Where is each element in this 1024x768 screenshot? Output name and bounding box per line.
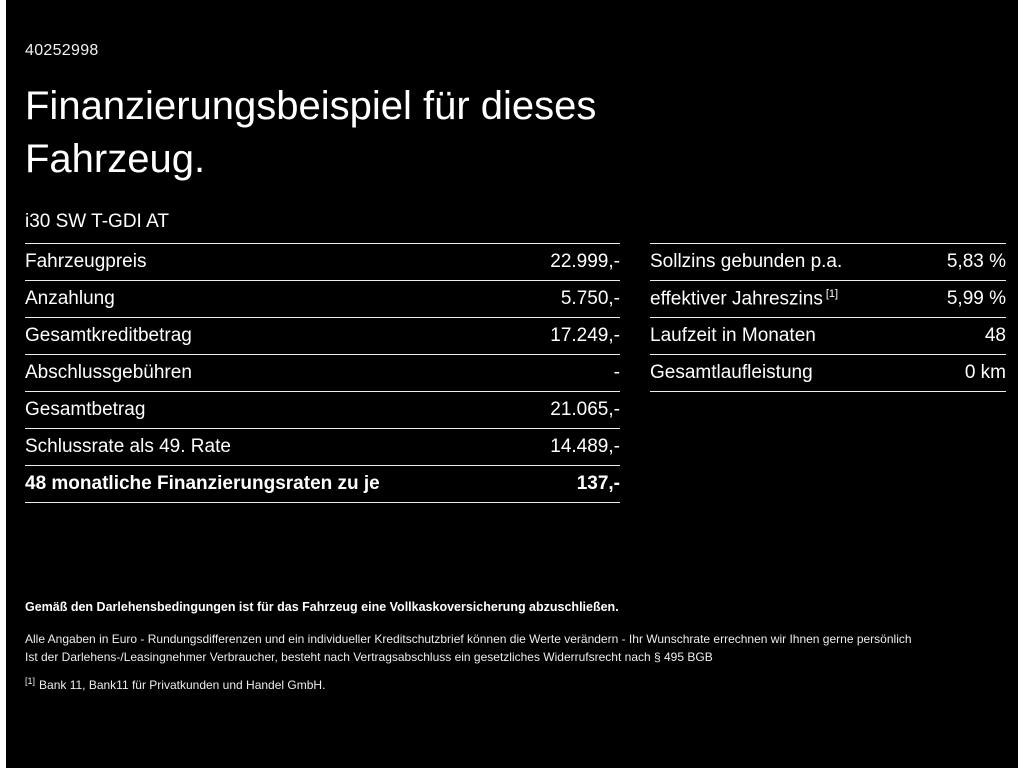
table-row: effektiver Jahreszins [1] 5,99 % <box>650 281 1006 318</box>
row-value: 5,99 % <box>946 288 1006 309</box>
table-row: Fahrzeugpreis 22.999,- <box>25 244 620 281</box>
row-value: 5,83 % <box>946 251 1006 272</box>
row-label: Schlussrate als 49. Rate <box>25 436 231 457</box>
vehicle-model: i30 SW T-GDI AT <box>25 211 169 232</box>
table-row: Gesamtlaufleistung 0 km <box>650 355 1006 392</box>
page-title: Finanzierungsbeispiel für dieses Fahrzeu… <box>25 80 596 186</box>
offer-id: 40252998 <box>25 42 99 59</box>
row-label: Sollzins gebunden p.a. <box>650 251 843 272</box>
table-row-monthly-rate: 48 monatliche Finanzierungsraten zu je 1… <box>25 466 620 503</box>
row-label: effektiver Jahreszins [1] <box>650 287 839 310</box>
disclaimer-note-1: Alle Angaben in Euro - Rundungsdifferenz… <box>25 632 912 646</box>
table-row: Laufzeit in Monaten 48 <box>650 318 1006 355</box>
table-row: Abschlussgebühren - <box>25 355 620 392</box>
row-value: 22.999,- <box>550 251 620 272</box>
footnote-ref-marker: [1] <box>25 676 36 686</box>
row-value: 48 <box>984 325 1006 346</box>
row-value: - <box>613 362 620 383</box>
footnote-marker: [1] <box>825 287 839 300</box>
conditions-table: Sollzins gebunden p.a. 5,83 % effektiver… <box>650 243 1006 392</box>
row-value: 5.750,- <box>560 288 620 309</box>
left-edge-bar <box>0 0 6 768</box>
table-row: Anzahlung 5.750,- <box>25 281 620 318</box>
footnote-ref-text: Bank 11, Bank11 für Privatkunden und Han… <box>39 678 326 692</box>
table-row: Sollzins gebunden p.a. 5,83 % <box>650 244 1006 281</box>
row-label: Laufzeit in Monaten <box>650 325 816 346</box>
row-value: 14.489,- <box>550 436 620 457</box>
row-label: 48 monatliche Finanzierungsraten zu je <box>25 473 380 494</box>
table-row: Gesamtbetrag 21.065,- <box>25 392 620 429</box>
row-value: 21.065,- <box>550 399 620 420</box>
row-value: 17.249,- <box>550 325 620 346</box>
row-label: Fahrzeugpreis <box>25 251 147 272</box>
row-label: Anzahlung <box>25 288 115 309</box>
row-label: Gesamtkreditbetrag <box>25 325 192 346</box>
bank-footnote: [1] Bank 11, Bank11 für Privatkunden und … <box>25 676 990 692</box>
legal-footer: Gemäß den Darlehensbedingungen ist für d… <box>25 600 990 692</box>
page-title-line2: Fahrzeug. <box>25 137 206 181</box>
row-value: 137,- <box>576 473 620 494</box>
row-label: Abschlussgebühren <box>25 362 192 383</box>
insurance-note: Gemäß den Darlehensbedingungen ist für d… <box>25 600 619 614</box>
disclaimer-note-2: Ist der Darlehens-/Leasingnehmer Verbrau… <box>25 650 713 664</box>
right-edge-bar <box>1018 0 1024 768</box>
row-label: Gesamtlaufleistung <box>650 362 813 383</box>
table-row: Schlussrate als 49. Rate 14.489,- <box>25 429 620 466</box>
row-label: Gesamtbetrag <box>25 399 146 420</box>
row-value: 0 km <box>964 362 1006 383</box>
table-row: Gesamtkreditbetrag 17.249,- <box>25 318 620 355</box>
page-title-line1: Finanzierungsbeispiel für dieses <box>25 84 597 128</box>
financing-table: Fahrzeugpreis 22.999,- Anzahlung 5.750,-… <box>25 243 620 503</box>
